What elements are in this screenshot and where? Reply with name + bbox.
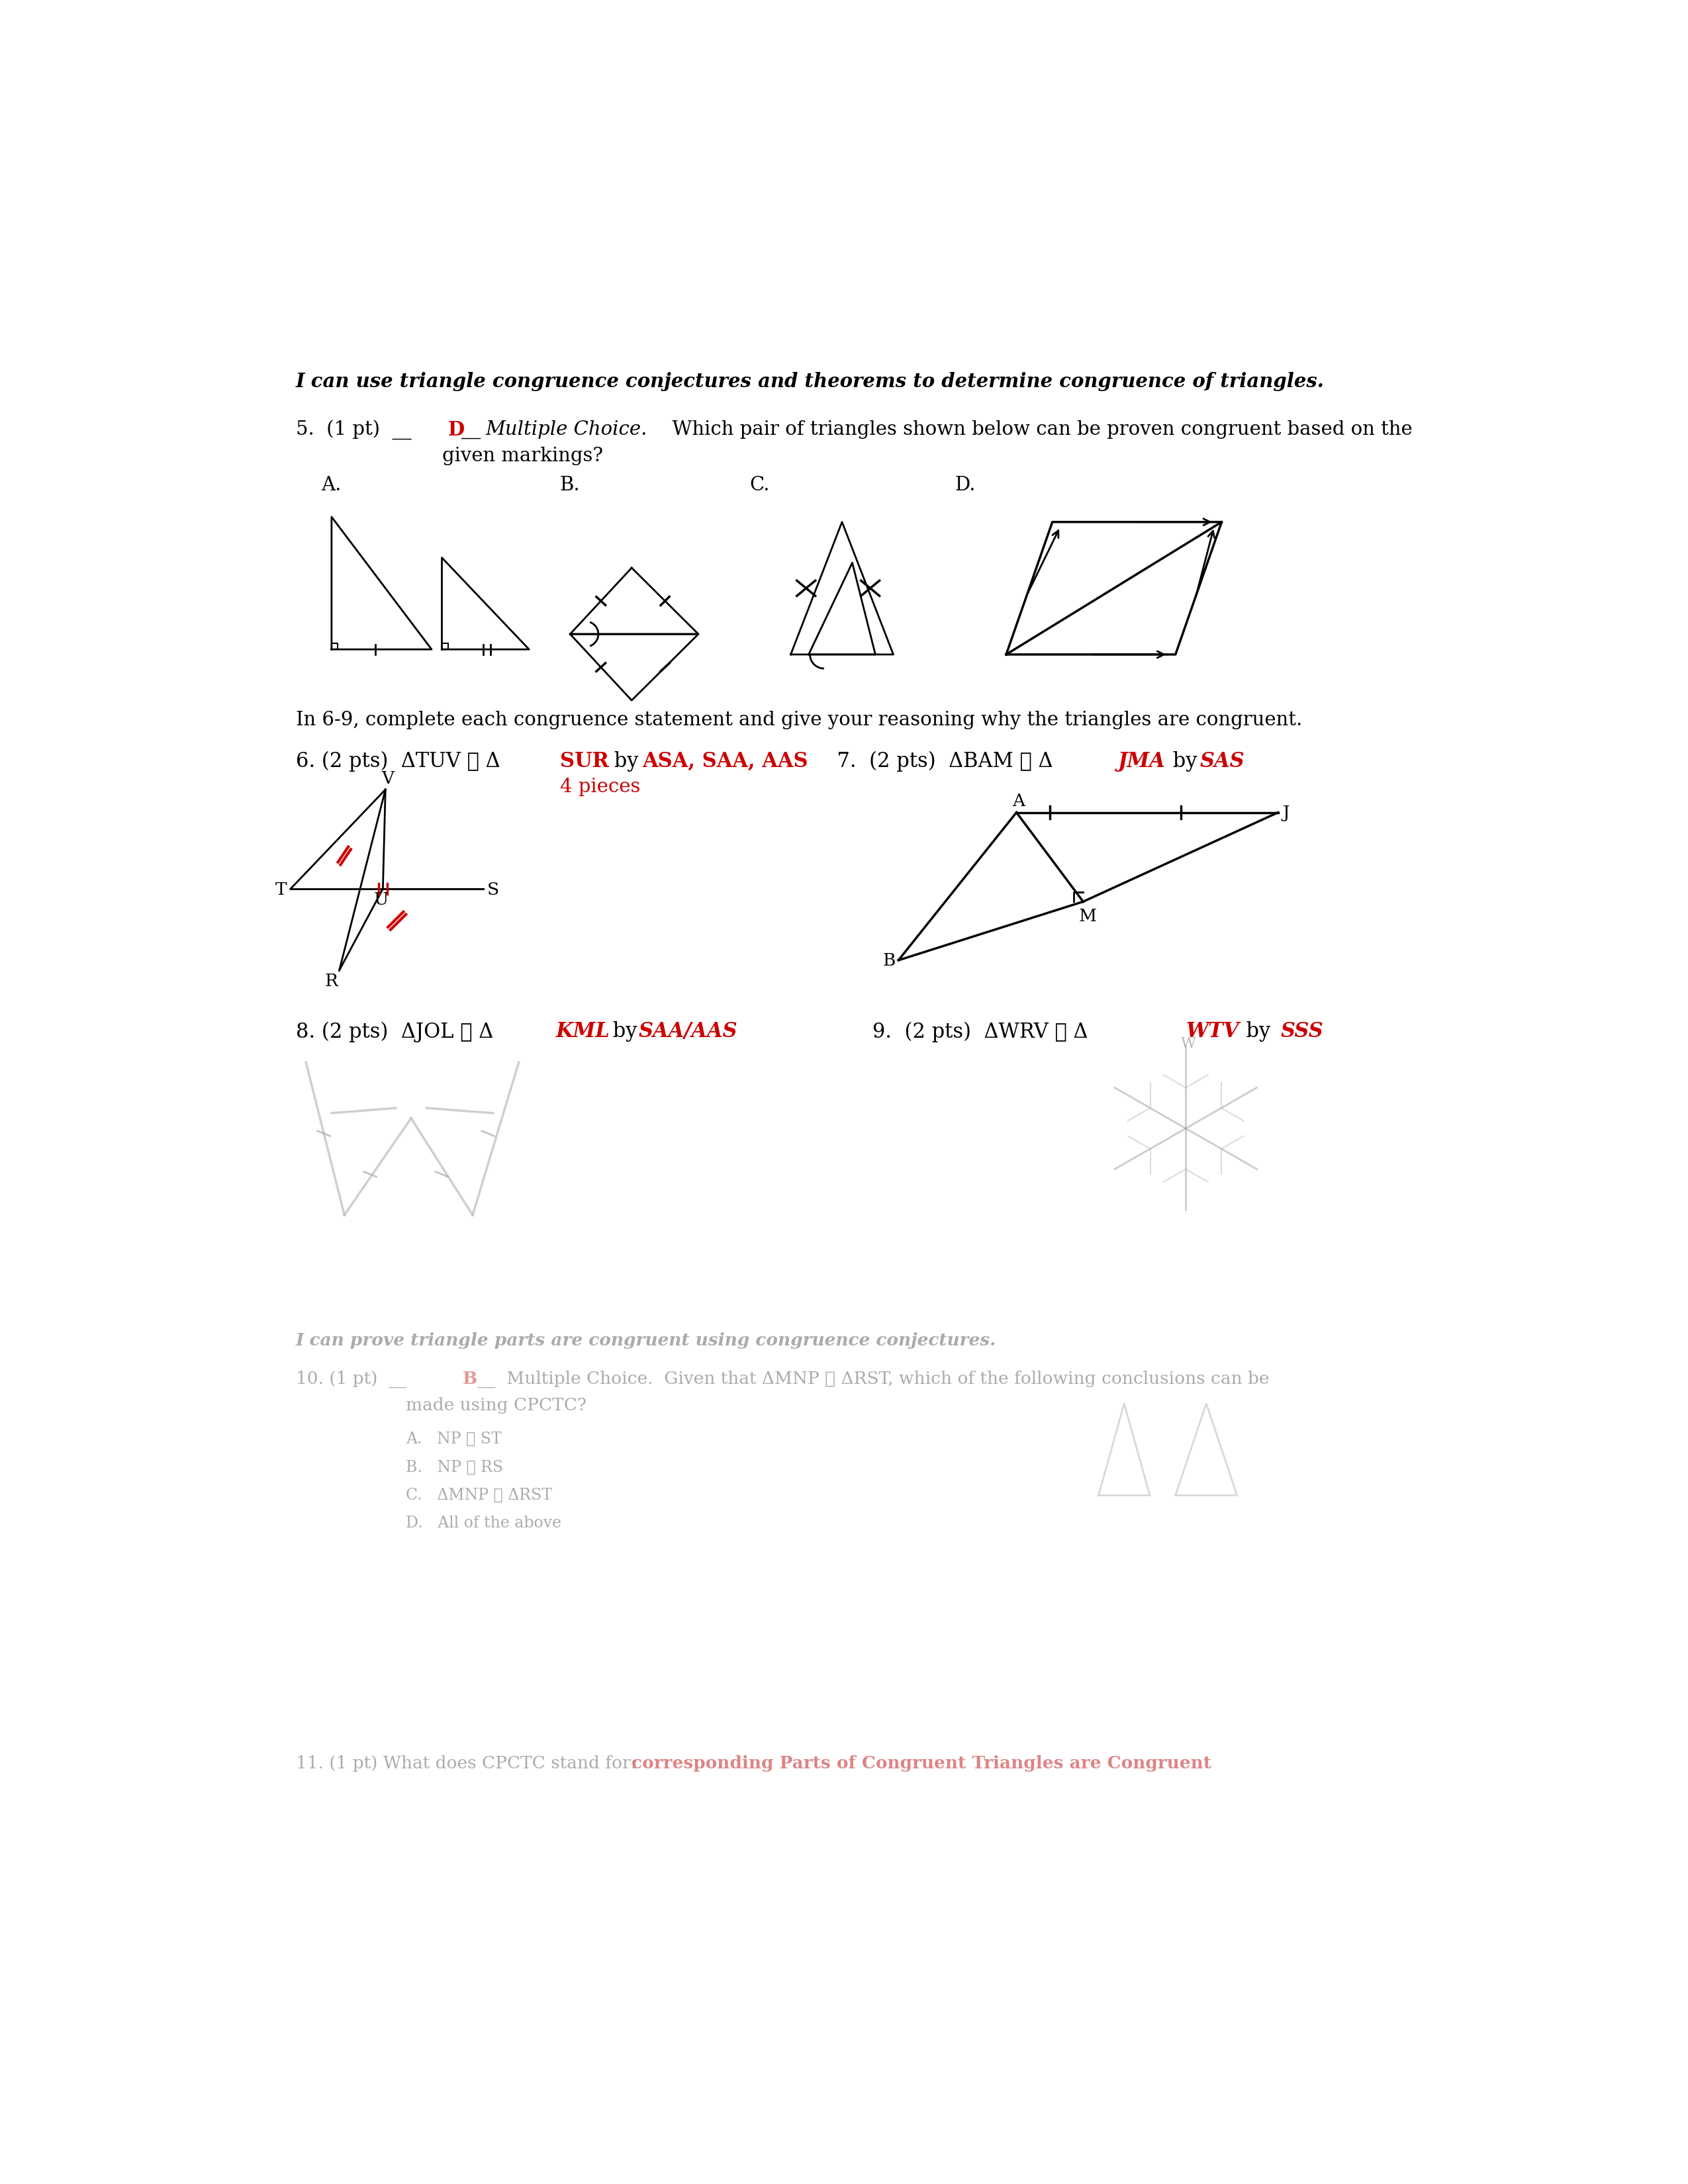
- Text: corresponding Parts of Congruent Triangles are Congruent: corresponding Parts of Congruent Triangl…: [631, 1756, 1212, 1771]
- Text: R: R: [324, 974, 338, 989]
- Text: B: B: [463, 1372, 478, 1387]
- Text: by: by: [1166, 751, 1204, 771]
- Text: Which pair of triangles shown below can be proven congruent based on the: Which pair of triangles shown below can …: [660, 419, 1413, 439]
- Text: D.: D.: [955, 476, 976, 494]
- Text: A: A: [1013, 793, 1025, 810]
- Text: I can prove triangle parts are congruent using congruence conjectures.: I can prove triangle parts are congruent…: [295, 1332, 996, 1350]
- Text: J: J: [1283, 806, 1290, 821]
- Text: __: __: [461, 419, 493, 439]
- Text: 11. (1 pt) What does CPCTC stand for:: 11. (1 pt) What does CPCTC stand for:: [295, 1756, 647, 1771]
- Text: B: B: [883, 952, 896, 970]
- Text: S: S: [488, 882, 500, 898]
- Text: SAS: SAS: [1200, 751, 1244, 771]
- Text: __  Multiple Choice.  Given that ΔMNP ≅ ΔRST, which of the following conclusions: __ Multiple Choice. Given that ΔMNP ≅ ΔR…: [478, 1372, 1269, 1387]
- Text: by: by: [606, 1022, 643, 1042]
- Text: WTV: WTV: [1185, 1022, 1239, 1042]
- Text: SAA/AAS: SAA/AAS: [638, 1022, 738, 1042]
- Text: SUR: SUR: [560, 751, 609, 771]
- Text: SSS: SSS: [1281, 1022, 1323, 1042]
- Text: by: by: [1232, 1022, 1276, 1042]
- Text: 4 pieces: 4 pieces: [560, 778, 640, 797]
- Text: 5.  (1 pt)  __: 5. (1 pt) __: [295, 419, 412, 439]
- Text: JMA: JMA: [1117, 751, 1165, 771]
- Text: C.: C.: [749, 476, 770, 494]
- Text: by: by: [608, 751, 645, 771]
- Text: V: V: [381, 771, 393, 786]
- Text: T: T: [275, 882, 287, 898]
- Text: made using CPCTC?: made using CPCTC?: [405, 1398, 587, 1413]
- Text: C.   ΔMNP ≅ ΔRST: C. ΔMNP ≅ ΔRST: [405, 1487, 552, 1503]
- Text: I can use triangle congruence conjectures and theorems to determine congruence o: I can use triangle congruence conjecture…: [295, 371, 1325, 391]
- Text: 7.  (2 pts)  ΔBAM ≅ Δ: 7. (2 pts) ΔBAM ≅ Δ: [824, 751, 1053, 771]
- Text: A.: A.: [321, 476, 341, 494]
- Text: 10. (1 pt)  __: 10. (1 pt) __: [295, 1372, 407, 1387]
- Text: D.   All of the above: D. All of the above: [405, 1516, 562, 1531]
- Text: A.   NP ≅ ST: A. NP ≅ ST: [405, 1433, 501, 1446]
- Text: B.: B.: [560, 476, 581, 494]
- Text: 9.  (2 pts)  ΔWRV ≅ Δ: 9. (2 pts) ΔWRV ≅ Δ: [873, 1022, 1089, 1042]
- Text: W: W: [1180, 1037, 1195, 1051]
- Text: 6. (2 pts)  ΔTUV ≅ Δ: 6. (2 pts) ΔTUV ≅ Δ: [295, 751, 500, 771]
- Text: In 6-9, complete each congruence statement and give your reasoning why the trian: In 6-9, complete each congruence stateme…: [295, 710, 1301, 729]
- Text: given markings?: given markings?: [442, 446, 603, 465]
- Text: ASA, SAA, AAS: ASA, SAA, AAS: [641, 751, 809, 771]
- Text: U: U: [373, 891, 388, 909]
- Text: M: M: [1079, 909, 1097, 924]
- Text: B.   NP ≅ RS: B. NP ≅ RS: [405, 1459, 503, 1474]
- Text: D: D: [447, 419, 464, 439]
- Text: Multiple Choice.: Multiple Choice.: [486, 419, 647, 439]
- Text: KML: KML: [555, 1022, 609, 1042]
- Text: 8. (2 pts)  ΔJOL ≅ Δ: 8. (2 pts) ΔJOL ≅ Δ: [295, 1022, 493, 1042]
